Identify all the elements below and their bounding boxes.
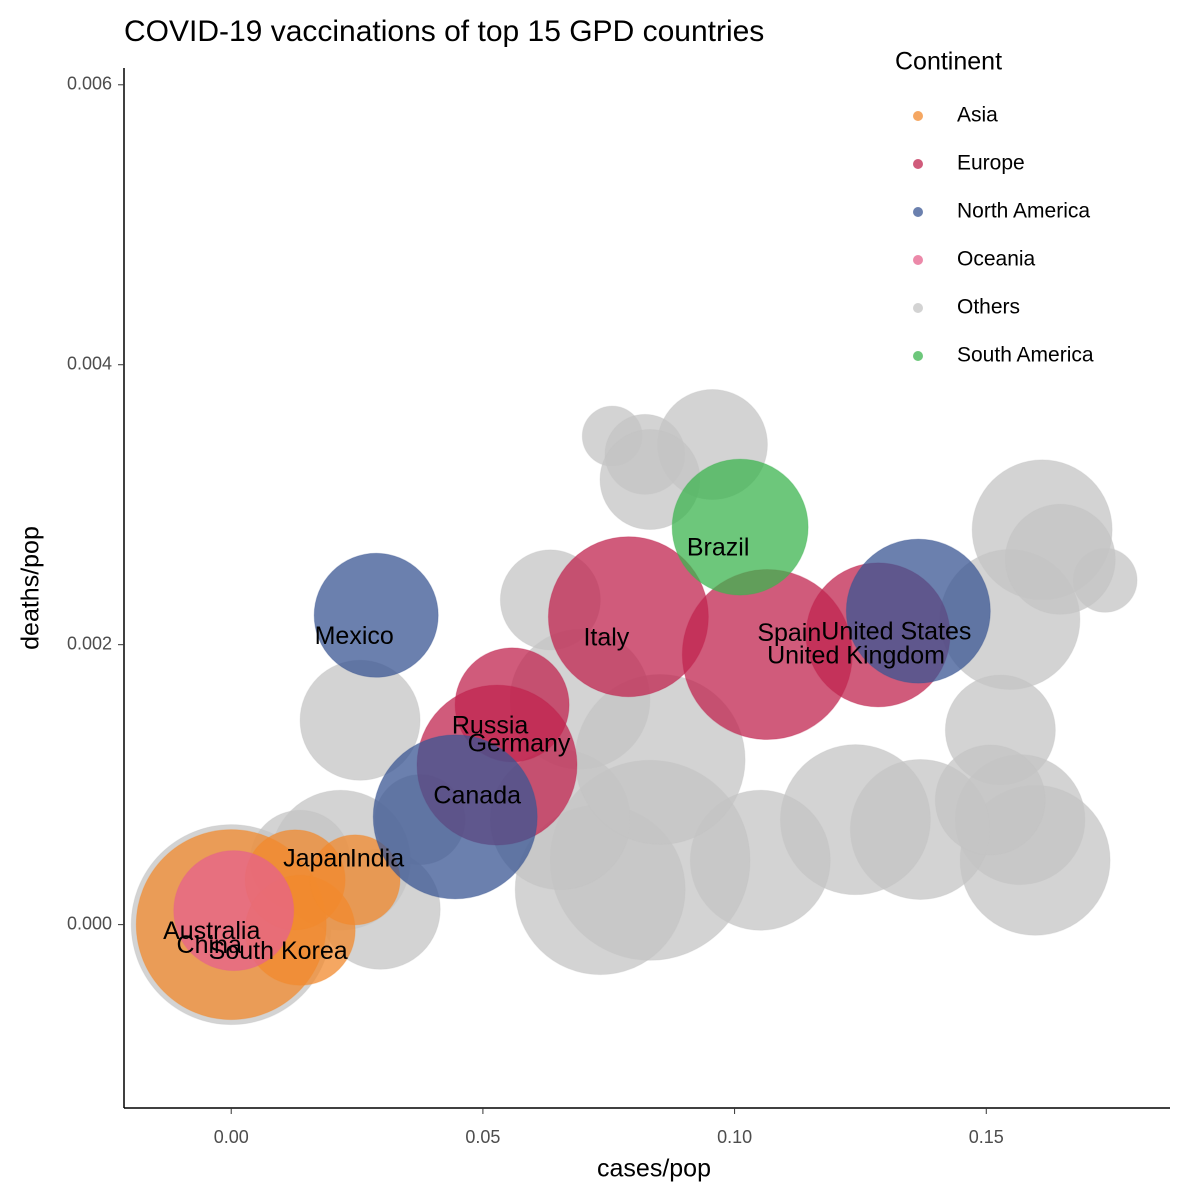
bubble [309,834,401,926]
point-label: South Korea [209,937,348,965]
legend-label: North America [957,200,1090,223]
legend-swatch [913,159,923,169]
legend-label: Oceania [957,248,1036,271]
bubble [372,734,538,900]
legend-label: Europe [957,152,1025,175]
point-label: Brazil [687,534,750,562]
chart-title: COVID-19 vaccinations of top 15 GPD coun… [124,15,764,48]
y-axis-label: deaths/pop [17,526,45,650]
x-tick-label: 0.00 [214,1127,249,1147]
point-label: Italy [583,623,629,651]
legend-label: Others [957,296,1020,319]
y-tick-label: 0.000 [67,913,112,933]
y-tick-label: 0.004 [67,353,112,373]
legend-swatch [913,351,923,361]
point-label: United States [821,618,971,646]
legend-title: Continent [895,48,1002,76]
point-label: Japan [283,844,351,872]
legend-swatch [913,111,923,121]
point-label: Germany [468,730,571,758]
bubble [1004,503,1116,615]
bubble [313,552,439,678]
legend-swatch [913,303,923,313]
point-label: Russia [452,711,529,739]
bubble [845,538,991,684]
bubble [934,744,1046,856]
point-label: China [177,931,242,959]
legend-label: South America [957,344,1094,367]
point-label: Spain [757,619,821,647]
point-label: India [350,844,404,872]
point-label: United Kingdom [767,642,945,670]
legend-swatch [913,255,923,265]
x-axis-label: cases/pop [597,1155,711,1183]
point-label: Mexico [315,622,394,650]
bubble [671,458,809,596]
x-tick-label: 0.15 [969,1127,1004,1147]
bubble [173,850,295,972]
legend-label: Asia [957,104,998,127]
x-tick-label: 0.10 [717,1127,752,1147]
y-tick-label: 0.006 [67,74,112,94]
y-tick-label: 0.002 [67,633,112,653]
legend-swatch [913,207,923,217]
x-tick-label: 0.05 [465,1127,500,1147]
point-label: Australia [163,917,260,945]
point-label: Canada [433,781,521,809]
